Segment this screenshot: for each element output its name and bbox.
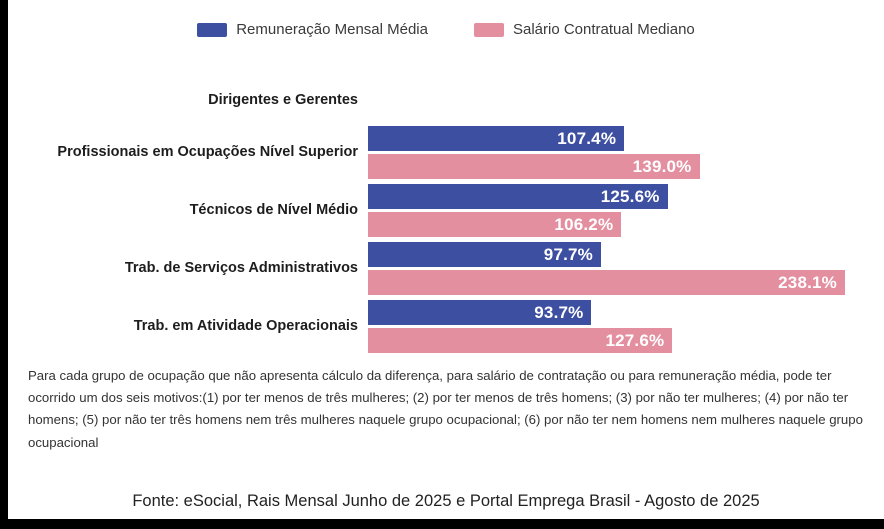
legend-swatch-icon bbox=[197, 22, 228, 37]
category-label: Trab. em Atividade Operacionais bbox=[133, 318, 358, 335]
chart-legend: Remuneração Mensal Média Salário Contratu… bbox=[8, 0, 884, 38]
bar-group: 107.4% 139.0% bbox=[368, 126, 845, 179]
bar-value-label: 106.2% bbox=[554, 214, 614, 234]
bar-group: 93.7% 127.6% bbox=[368, 300, 845, 353]
legend-swatch-icon bbox=[473, 22, 504, 37]
legend-item: Salário Contratual Mediano bbox=[473, 21, 695, 38]
legend-label: Salário Contratual Mediano bbox=[512, 21, 695, 38]
chart-content: Remuneração Mensal Média Salário Contratu… bbox=[8, 0, 884, 511]
category-label: Dirigentes e Gerentes bbox=[208, 91, 358, 108]
bar-value-label: 107.4% bbox=[557, 128, 617, 148]
bar-salario-contratual-mediano: 238.1% bbox=[368, 270, 845, 295]
chart-row: Técnicos de Nível Médio 125.6% 106.2% bbox=[8, 184, 845, 237]
category-label: Técnicos de Nível Médio bbox=[189, 202, 358, 219]
bar-remuneracao-mensal-media: 107.4% bbox=[368, 126, 625, 151]
legend-item: Remuneração Mensal Média bbox=[197, 21, 428, 38]
bar-group: 97.7% 238.1% bbox=[368, 242, 845, 295]
bar-value-label: 238.1% bbox=[778, 272, 837, 292]
chart-row: Dirigentes e Gerentes bbox=[8, 84, 845, 116]
left-border bbox=[0, 0, 8, 529]
chart-row: Profissionais em Ocupações Nível Superio… bbox=[8, 126, 845, 179]
bar-salario-contratual-mediano: 139.0% bbox=[368, 154, 700, 179]
bar-remuneracao-mensal-media: 93.7% bbox=[368, 300, 592, 325]
bar-value-label: 139.0% bbox=[632, 156, 692, 176]
bar-chart: Dirigentes e Gerentes Profissionais em Oc… bbox=[8, 84, 884, 353]
legend-label: Remuneração Mensal Média bbox=[236, 21, 428, 38]
bar-salario-contratual-mediano: 127.6% bbox=[368, 328, 673, 353]
bar-value-label: 127.6% bbox=[605, 330, 665, 350]
category-label: Trab. de Serviços Administrativos bbox=[124, 260, 358, 277]
bar-value-label: 125.6% bbox=[600, 186, 660, 206]
chart-row: Trab. em Atividade Operacionais 93.7% 127.… bbox=[8, 300, 845, 353]
bar-remuneracao-mensal-media: 125.6% bbox=[368, 184, 668, 209]
category-label: Profissionais em Ocupações Nível Superio… bbox=[57, 144, 358, 161]
footnote-text: Para cada grupo de ocupação que não apre… bbox=[28, 368, 863, 450]
chart-row: Trab. de Serviços Administrativos 97.7% 23… bbox=[8, 242, 845, 295]
bar-remuneracao-mensal-media: 97.7% bbox=[368, 242, 601, 267]
bar-group: 125.6% 106.2% bbox=[368, 184, 845, 237]
source-text: Fonte: eSocial, Rais Mensal Junho de 202… bbox=[132, 491, 760, 510]
bar-salario-contratual-mediano: 106.2% bbox=[368, 212, 622, 237]
bar-value-label: 93.7% bbox=[534, 302, 584, 322]
bar-value-label: 97.7% bbox=[543, 244, 593, 264]
bottom-border bbox=[0, 519, 884, 529]
